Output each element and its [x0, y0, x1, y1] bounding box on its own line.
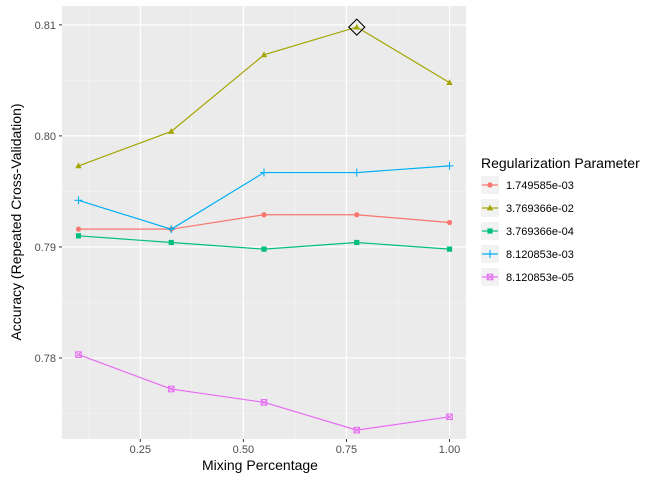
x-tick-label: 0.25: [130, 444, 151, 456]
data-point: [261, 246, 267, 252]
y-tick-label: 0.81: [35, 20, 56, 32]
data-point: [486, 204, 494, 211]
y-tick-label: 0.79: [35, 242, 56, 254]
series-1.749585e-03: [75, 212, 453, 232]
data-point: [353, 426, 361, 434]
x-axis: 0.25 0.50 0.75 1.00: [130, 439, 460, 456]
data-point: [354, 212, 360, 218]
series-layer: [74, 23, 454, 434]
series-8.120853e-03: [74, 161, 454, 234]
data-point: [168, 128, 175, 134]
y-axis: 0.78 0.79 0.80 0.81: [35, 20, 62, 365]
data-point: [75, 233, 82, 239]
legend-label: 1.749585e-03: [506, 180, 574, 192]
legend-label: 8.120853e-05: [506, 272, 574, 284]
y-tick-label: 0.80: [35, 131, 56, 143]
y-axis-title: Accuracy (Repeated Cross-Validation): [8, 103, 24, 340]
data-point: [486, 250, 494, 258]
x-tick-label: 1.00: [439, 444, 460, 456]
y-tick-label: 0.78: [35, 353, 56, 365]
legend-item: 3.769366e-04: [481, 222, 574, 240]
series-8.120853e-05: [75, 351, 453, 434]
data-point: [260, 399, 268, 406]
data-point: [446, 413, 453, 421]
panel-background: [62, 6, 466, 439]
series-3.769366e-04: [75, 233, 453, 252]
legend-label: 3.769366e-02: [506, 203, 574, 215]
data-point: [446, 219, 453, 226]
best-point-highlight: [347, 18, 366, 36]
x-axis-title: Mixing Percentage: [202, 457, 318, 473]
data-point: [486, 273, 494, 281]
data-point: [75, 351, 82, 358]
data-point: [261, 212, 267, 218]
data-point: [168, 239, 174, 246]
legend-item: 8.120853e-05: [481, 268, 574, 286]
legend-label: 8.120853e-03: [506, 249, 574, 261]
x-tick-label: 0.75: [336, 444, 357, 456]
data-point: [446, 246, 453, 252]
data-point: [353, 23, 360, 30]
legend-item: 3.769366e-02: [481, 199, 574, 217]
data-point: [354, 239, 360, 246]
data-point: [487, 228, 493, 234]
data-point: [487, 182, 493, 188]
data-point: [446, 79, 453, 86]
data-point: [167, 385, 175, 393]
data-point: [260, 168, 268, 177]
x-tick-label: 0.50: [233, 444, 254, 456]
data-point: [75, 162, 82, 169]
legend: Regularization Parameter 1.749585e-03 3.7…: [481, 155, 640, 286]
legend-label: 3.769366e-04: [506, 226, 574, 238]
data-point: [167, 225, 176, 234]
highlight-diamond: [347, 18, 366, 36]
data-point: [445, 161, 454, 170]
data-point: [260, 51, 268, 58]
legend-item: 1.749585e-03: [481, 176, 574, 194]
legend-item: 8.120853e-03: [481, 245, 574, 263]
data-point: [74, 196, 83, 205]
series-3.769366e-02: [75, 23, 453, 169]
data-point: [352, 168, 361, 177]
legend-title: Regularization Parameter: [481, 155, 640, 171]
minor-gridlines: [62, 6, 466, 439]
data-point: [75, 226, 82, 232]
